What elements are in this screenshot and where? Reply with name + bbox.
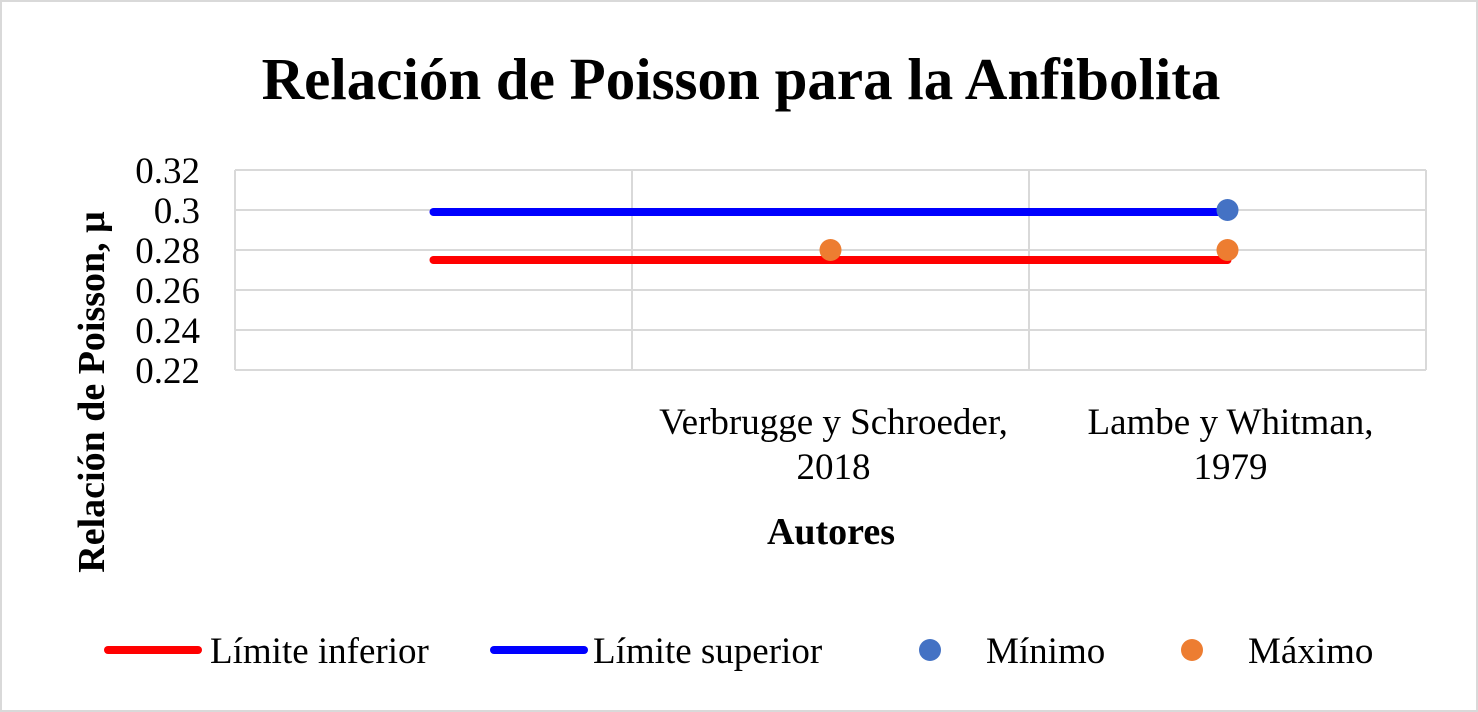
y-tick-label: 0.22 [135,351,200,392]
legend-marker-symbol [919,639,941,661]
x-tick-labels: Verbrugge y Schroeder,2018 Lambe y Whitma… [659,402,1373,488]
x-tick-label: Lambe y Whitman, [1088,402,1374,443]
legend-label: Límite inferior [210,631,429,672]
x-tick-label: 1979 [1194,447,1268,488]
legend: Límite inferior Límite superior Mínimo Máxi… [104,631,1373,672]
x-tick-label: 2018 [797,447,871,488]
y-tick-label: 0.32 [135,151,200,192]
legend-label: Límite superior [593,631,822,672]
y-tick-label: 0.3 [154,191,200,232]
x-tick-label: Verbrugge y Schroeder, [659,402,1008,443]
data-series [429,199,1239,264]
y-tick-label: 0.28 [135,231,200,272]
legend-marker-symbol [1181,639,1203,661]
gridlines [234,169,1427,371]
chart-title: Relación de Poisson para la Anfibolita [262,46,1221,112]
legend-label: Mínimo [986,631,1105,672]
x-axis-label: Autores [767,511,895,553]
y-tick-label: 0.24 [135,311,200,352]
data-point [1216,239,1239,261]
y-tick-label: 0.26 [135,271,200,312]
y-tick-labels: 0.320.30.280.260.240.22 [135,151,200,392]
y-axis-label: Relación de Poisson, μ [71,211,113,573]
data-point [1216,199,1239,221]
legend-label: Máximo [1248,631,1373,672]
data-point [819,239,842,261]
